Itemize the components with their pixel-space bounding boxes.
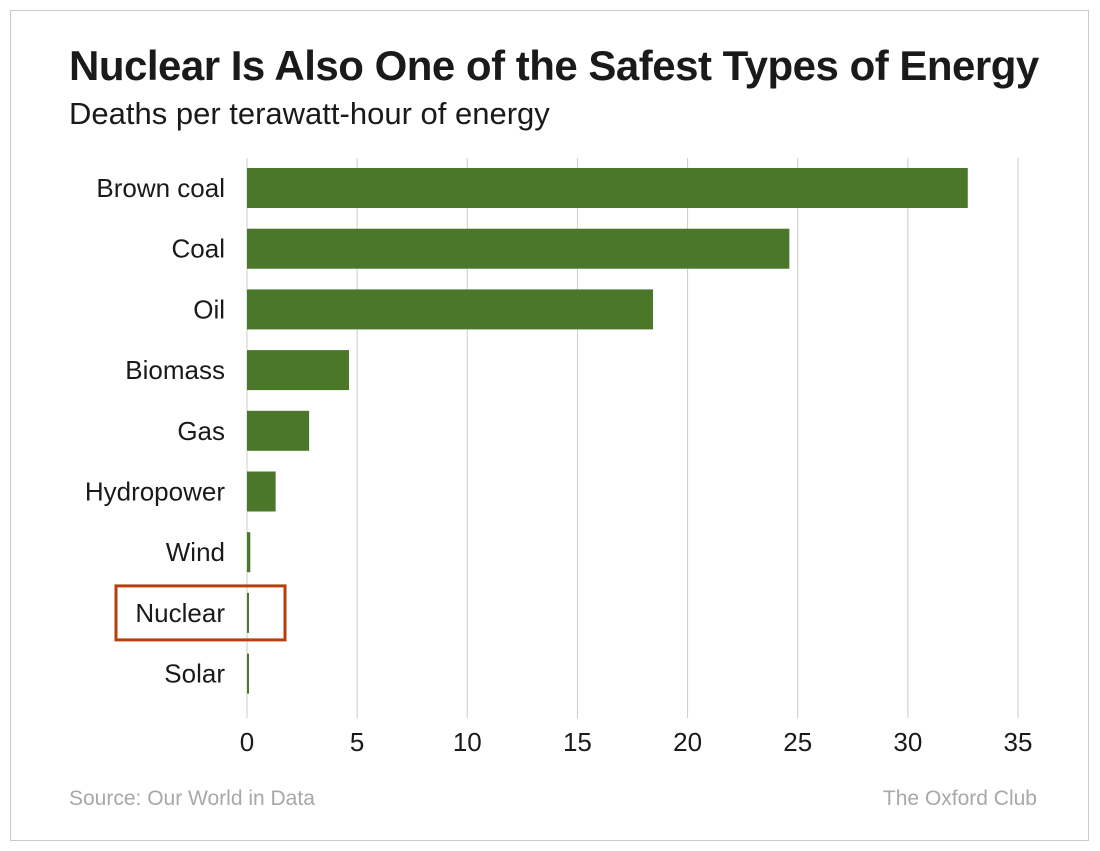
category-label: Nuclear [135,598,225,628]
category-label: Brown coal [96,173,225,203]
category-label: Solar [164,659,225,689]
brand-label: The Oxford Club [882,787,1037,810]
chart-frame [10,10,1089,841]
bar-hydropower [247,471,276,512]
bar-brown-coal [247,168,968,208]
category-label: Gas [177,416,225,446]
bar-oil [247,289,653,330]
source-note: Source: Our World in Data [69,787,315,810]
chart-subtitle: Deaths per terawatt-hour of energy [69,96,550,131]
x-tick-label: 5 [350,727,364,757]
category-label: Coal [172,234,225,264]
bar-coal [247,228,790,269]
x-tick-label: 25 [783,727,812,757]
category-label: Hydropower [85,477,226,507]
chart-title: Nuclear Is Also One of the Safest Types … [69,42,1039,89]
x-tick-label: 0 [240,727,254,757]
x-tick-label: 35 [1004,727,1033,757]
bar-solar [247,653,249,694]
highlight-box [114,584,287,642]
bar-gas [247,410,310,451]
x-tick-label: 15 [563,727,592,757]
category-label: Wind [166,537,225,567]
bar-biomass [247,350,349,391]
category-label: Oil [193,294,225,324]
bar-nuclear [247,592,249,633]
x-tick-label: 20 [673,727,702,757]
bar-wind [247,532,251,573]
x-tick-label: 30 [893,727,922,757]
x-tick-label: 10 [453,727,482,757]
category-label: Biomass [125,355,225,385]
